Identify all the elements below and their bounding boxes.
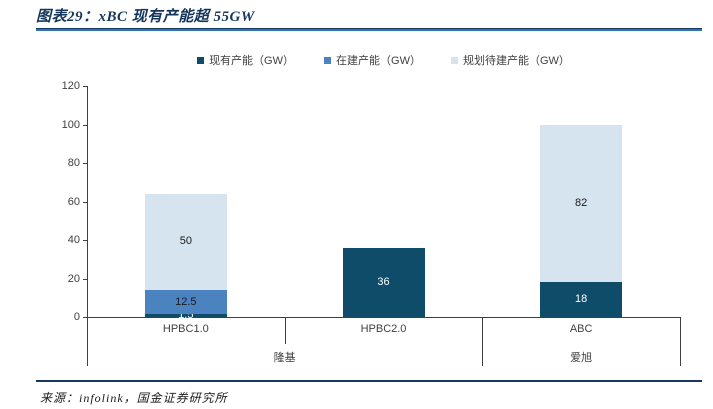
y-axis-label: 40 xyxy=(67,234,80,246)
y-tick xyxy=(83,163,87,164)
bottom-rule xyxy=(36,380,702,382)
bar-label: 82 xyxy=(575,196,588,209)
bar-segment xyxy=(144,193,227,291)
group-label: 爱旭 xyxy=(570,352,593,364)
bar-label: 50 xyxy=(179,235,192,248)
bar-segment xyxy=(342,247,425,317)
x-baseline xyxy=(87,317,681,318)
title-underline xyxy=(36,28,702,31)
y-tick xyxy=(83,317,87,318)
category-label: HPBC2.0 xyxy=(360,323,407,335)
group-separator xyxy=(680,317,681,366)
bar-segment xyxy=(540,124,623,283)
bar-segment xyxy=(540,282,623,317)
legend-label: 规划待建产能（GW） xyxy=(462,55,570,67)
y-axis-label: 100 xyxy=(61,118,80,131)
legend-swatch xyxy=(450,56,458,64)
category-label: ABC xyxy=(569,323,593,335)
legend-label: 在建产能（GW） xyxy=(336,55,421,67)
bar-label: 18 xyxy=(575,293,588,306)
legend-swatch xyxy=(324,56,332,64)
y-axis-label: 80 xyxy=(67,157,80,169)
legend-item: 现有产能（GW） xyxy=(197,52,294,68)
group-separator xyxy=(482,317,484,366)
y-axis-label: 60 xyxy=(67,195,80,208)
y-axis-label: 120 xyxy=(61,80,80,92)
y-axis-label: 20 xyxy=(67,272,80,285)
y-tick xyxy=(83,201,87,203)
y-tick xyxy=(83,86,87,87)
y-axis-label: 0 xyxy=(73,311,80,323)
legend-item: 在建产能（GW） xyxy=(324,52,421,68)
source-note: 来源：infolink，国金证券研究所 xyxy=(40,391,228,405)
figure-title: 图表29：xBC 现有产能超 55GW xyxy=(36,9,255,25)
bar-segment xyxy=(144,290,227,315)
category-separator xyxy=(284,317,286,344)
legend-label: 现有产能（GW） xyxy=(209,55,295,67)
legend-swatch xyxy=(197,56,205,64)
group-label: 隆基 xyxy=(273,352,296,364)
y-tick xyxy=(83,278,87,280)
y-axis-line xyxy=(87,86,88,366)
bar-label: 36 xyxy=(377,275,390,288)
chart-legend: 现有产能（GW） 在建产能（GW） 规划待建产能（GW） xyxy=(87,52,680,68)
category-label: HPBC1.0 xyxy=(162,323,209,335)
legend-item: 规划待建产能（GW） xyxy=(450,52,570,68)
bar-segment xyxy=(144,314,227,317)
y-tick xyxy=(83,124,87,126)
plot-area: 0 20 40 60 80 100 120 1.5 12.5 50 HPBC1.0 36 HPBC2.0… xyxy=(61,80,681,366)
y-tick xyxy=(83,240,87,241)
bar-label: 12.5 xyxy=(175,295,197,308)
